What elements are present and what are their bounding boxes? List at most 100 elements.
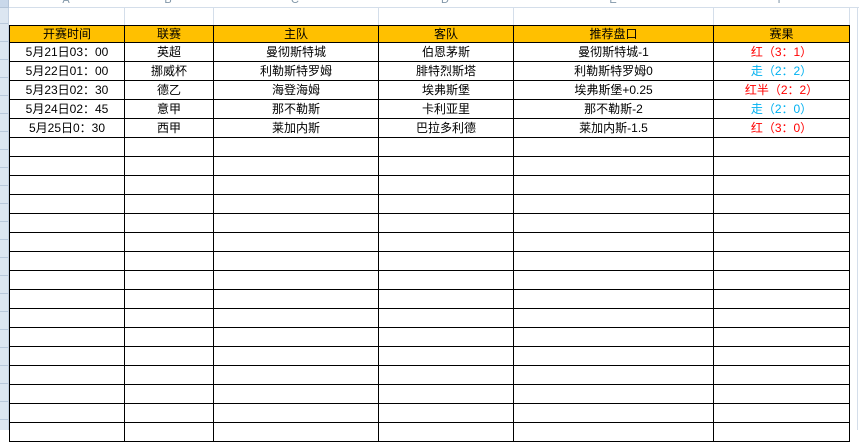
cell-time[interactable]: 5月24日02：45 xyxy=(9,99,125,119)
empty-cell[interactable] xyxy=(124,308,214,328)
empty-cell[interactable] xyxy=(513,156,714,176)
cell-home-team[interactable]: 那不勒斯 xyxy=(213,99,379,119)
empty-cell[interactable] xyxy=(513,384,714,404)
empty-cell[interactable] xyxy=(124,270,214,290)
empty-cell[interactable] xyxy=(124,289,214,309)
empty-cell[interactable] xyxy=(378,137,514,157)
column-letter-d[interactable]: D xyxy=(441,0,449,6)
column-letter-a[interactable]: A xyxy=(62,0,70,6)
empty-cell[interactable] xyxy=(213,213,379,233)
empty-cell[interactable] xyxy=(213,156,379,176)
empty-cell[interactable] xyxy=(513,175,714,195)
empty-cell[interactable] xyxy=(378,403,514,423)
cell-handicap[interactable]: 莱加内斯-1.5 xyxy=(513,118,714,138)
cell-result[interactable]: 走（2：0） xyxy=(713,99,850,119)
empty-cell[interactable] xyxy=(713,308,850,328)
empty-cell[interactable] xyxy=(213,137,379,157)
empty-cell[interactable] xyxy=(124,194,214,214)
empty-cell[interactable] xyxy=(713,137,850,157)
empty-cell[interactable] xyxy=(513,422,714,442)
empty-cell[interactable] xyxy=(378,175,514,195)
empty-cell[interactable] xyxy=(378,289,514,309)
empty-cell[interactable] xyxy=(213,232,379,252)
empty-cell[interactable] xyxy=(513,289,714,309)
empty-cell[interactable] xyxy=(9,365,125,385)
empty-cell[interactable] xyxy=(513,213,714,233)
empty-cell[interactable] xyxy=(378,251,514,271)
empty-cell[interactable] xyxy=(513,194,714,214)
column-letter-c[interactable]: C xyxy=(291,0,299,6)
empty-cell[interactable] xyxy=(513,137,714,157)
empty-cell[interactable] xyxy=(713,175,850,195)
empty-cell[interactable] xyxy=(378,156,514,176)
empty-cell[interactable] xyxy=(713,270,850,290)
cell-league[interactable]: 英超 xyxy=(124,42,214,62)
cell-away-team[interactable]: 巴拉多利德 xyxy=(378,118,514,138)
cell-result[interactable]: 红（3：1） xyxy=(713,42,850,62)
cell-handicap[interactable]: 曼彻斯特城-1 xyxy=(513,42,714,62)
empty-cell[interactable] xyxy=(213,289,379,309)
empty-cell[interactable] xyxy=(124,403,214,423)
empty-cell[interactable] xyxy=(9,194,125,214)
empty-cell[interactable] xyxy=(713,213,850,233)
column-letter-e[interactable]: E xyxy=(609,0,617,6)
empty-cell[interactable] xyxy=(9,289,125,309)
empty-cell[interactable] xyxy=(713,194,850,214)
empty-cell[interactable] xyxy=(213,403,379,423)
empty-cell[interactable] xyxy=(378,327,514,347)
empty-cell[interactable] xyxy=(513,270,714,290)
empty-cell[interactable] xyxy=(713,289,850,309)
empty-cell[interactable] xyxy=(378,384,514,404)
cell-time[interactable]: 5月23日02：30 xyxy=(9,80,125,100)
empty-cell[interactable] xyxy=(513,365,714,385)
empty-cell[interactable] xyxy=(513,346,714,366)
empty-cell[interactable] xyxy=(213,175,379,195)
cell-league[interactable]: 意甲 xyxy=(124,99,214,119)
empty-cell[interactable] xyxy=(9,270,125,290)
empty-cell[interactable] xyxy=(124,213,214,233)
empty-cell[interactable] xyxy=(9,384,125,404)
empty-cell[interactable] xyxy=(713,156,850,176)
empty-cell[interactable] xyxy=(513,251,714,271)
empty-cell[interactable] xyxy=(124,251,214,271)
header-time[interactable]: 开赛时间 xyxy=(9,25,125,43)
cell-result[interactable]: 走（2：2） xyxy=(713,61,850,81)
cell-result[interactable]: 红半（2：2） xyxy=(713,80,850,100)
row-header-gutter[interactable] xyxy=(0,0,9,430)
cell-away-team[interactable]: 腓特烈斯塔 xyxy=(378,61,514,81)
empty-cell[interactable] xyxy=(713,384,850,404)
empty-cell[interactable] xyxy=(124,175,214,195)
empty-cell[interactable] xyxy=(124,327,214,347)
cell-handicap[interactable]: 利勒斯特罗姆0 xyxy=(513,61,714,81)
empty-cell[interactable] xyxy=(124,365,214,385)
empty-cell[interactable] xyxy=(213,422,379,442)
cell-home-team[interactable]: 曼彻斯特城 xyxy=(213,42,379,62)
cell-away-team[interactable]: 埃弗斯堡 xyxy=(378,80,514,100)
empty-cell[interactable] xyxy=(378,270,514,290)
cell-handicap[interactable]: 埃弗斯堡+0.25 xyxy=(513,80,714,100)
empty-cell[interactable] xyxy=(124,346,214,366)
header-away-team[interactable]: 客队 xyxy=(378,25,514,43)
cell-league[interactable]: 西甲 xyxy=(124,118,214,138)
empty-cell[interactable] xyxy=(9,156,125,176)
empty-cell[interactable] xyxy=(124,422,214,442)
empty-cell[interactable] xyxy=(378,422,514,442)
column-letter-b[interactable]: B xyxy=(164,0,172,6)
cell-time[interactable]: 5月22日01：00 xyxy=(9,61,125,81)
cell-away-team[interactable]: 伯恩茅斯 xyxy=(378,42,514,62)
empty-cell[interactable] xyxy=(378,232,514,252)
cell-result[interactable]: 红（3：0） xyxy=(713,118,850,138)
empty-cell[interactable] xyxy=(513,308,714,328)
cell-home-team[interactable]: 利勒斯特罗姆 xyxy=(213,61,379,81)
empty-cell[interactable] xyxy=(213,194,379,214)
empty-cell[interactable] xyxy=(9,232,125,252)
empty-cell[interactable] xyxy=(9,175,125,195)
cell-league[interactable]: 挪威杯 xyxy=(124,61,214,81)
column-letters-strip[interactable]: A B C D E F xyxy=(0,0,859,8)
empty-cell[interactable] xyxy=(9,213,125,233)
empty-cell[interactable] xyxy=(513,232,714,252)
empty-cell[interactable] xyxy=(713,251,850,271)
header-result[interactable]: 赛果 xyxy=(713,25,850,43)
cell-home-team[interactable]: 莱加内斯 xyxy=(213,118,379,138)
column-letter-f[interactable]: F xyxy=(777,0,785,6)
